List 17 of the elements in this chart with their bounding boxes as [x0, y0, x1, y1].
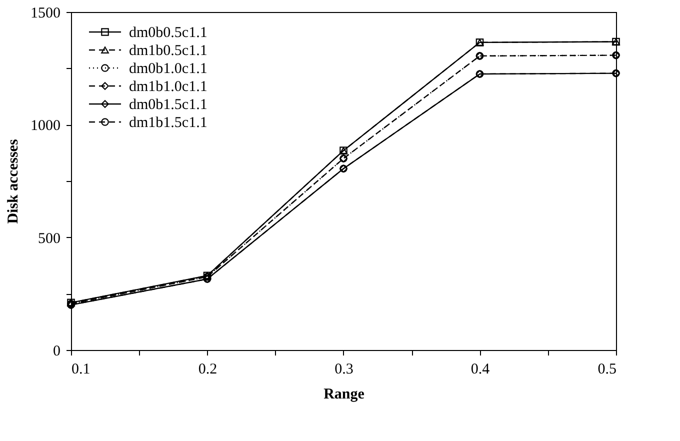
x-axis-title: Range [324, 386, 365, 402]
x-tick-label: 0.5 [598, 362, 616, 378]
legend-label: dm1b0.5c1.1 [129, 43, 208, 59]
y-tick-label: 1500 [30, 6, 60, 22]
x-tick-label: 0.4 [470, 362, 490, 378]
y-axis-title: Disk accesses [6, 139, 22, 224]
legend-label: dm0b0.5c1.1 [129, 25, 208, 41]
legend-label: dm1b1.5c1.1 [129, 115, 208, 131]
x-tick-label: 0.1 [72, 362, 90, 378]
y-tick-label: 1000 [30, 118, 60, 134]
y-tick-label: 0 [53, 344, 60, 360]
legend-label: dm0b1.5c1.1 [129, 97, 208, 113]
legend-label: dm1b1.0c1.1 [129, 79, 208, 95]
y-tick-label: 500 [38, 230, 60, 247]
legend-label: dm0b1.0c1.1 [129, 61, 208, 77]
x-tick-label: 0.2 [198, 362, 218, 378]
x-tick-label: 0.3 [334, 362, 354, 378]
